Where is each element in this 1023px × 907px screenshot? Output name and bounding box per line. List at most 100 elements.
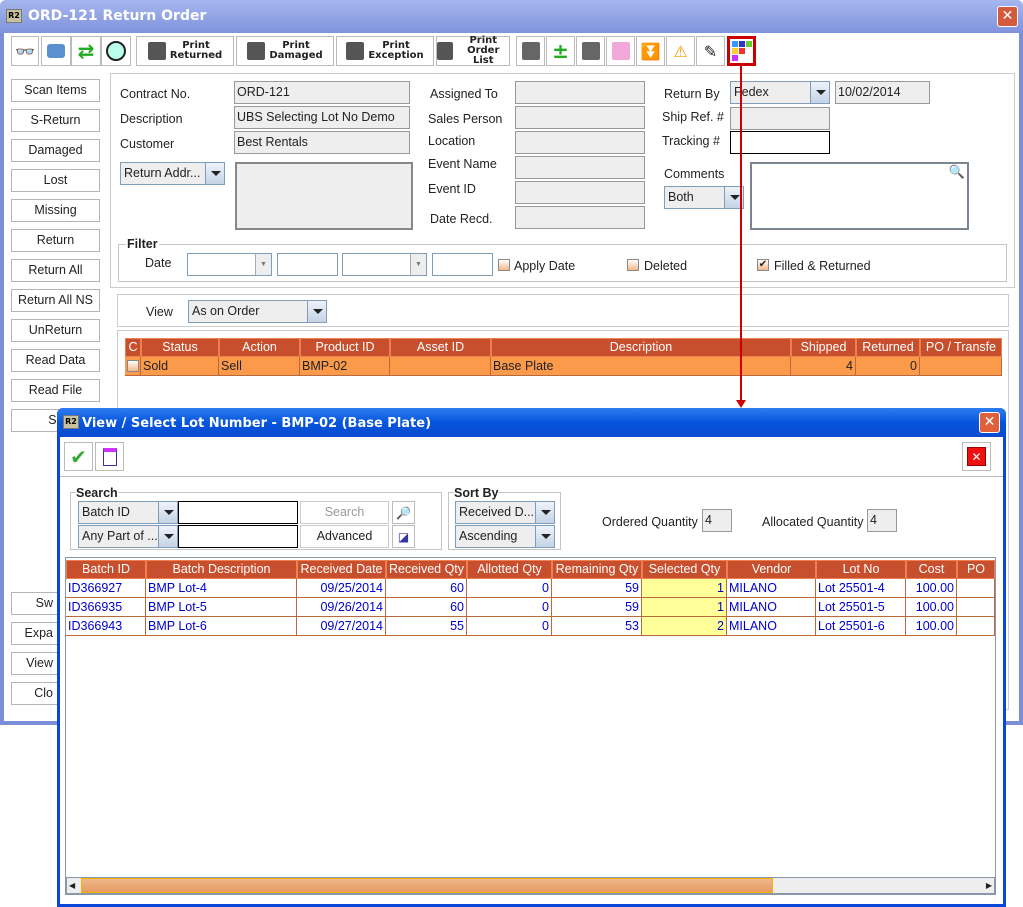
table-cell: Lot 25501-6 bbox=[816, 617, 906, 636]
tracking-input[interactable] bbox=[730, 131, 830, 154]
print-returned-button[interactable]: Print Returned bbox=[136, 36, 234, 66]
column-header[interactable]: PO / Transfe bbox=[920, 338, 1002, 357]
add-remove-icon[interactable]: ± bbox=[546, 36, 575, 66]
view-dropdown[interactable]: As on Order bbox=[188, 300, 327, 323]
sort-order-dropdown[interactable]: Ascending bbox=[455, 525, 555, 548]
view-document-button[interactable] bbox=[95, 442, 124, 471]
column-header[interactable]: Vendor bbox=[727, 560, 816, 579]
return-address-dropdown[interactable]: Return Addr... bbox=[120, 162, 225, 185]
deleted-checkbox[interactable] bbox=[627, 259, 639, 271]
left-button-return[interactable]: Return bbox=[11, 229, 100, 252]
chevron-down-icon[interactable] bbox=[810, 82, 829, 103]
zoom-icon[interactable] bbox=[101, 36, 131, 66]
chevron-down-icon[interactable] bbox=[724, 187, 743, 208]
date-to-picker[interactable]: ▼ bbox=[342, 253, 427, 276]
left-button-missing[interactable]: Missing bbox=[11, 199, 100, 222]
scroll-right-arrow[interactable]: ▶ bbox=[985, 881, 992, 890]
date-to-time[interactable] bbox=[432, 253, 493, 276]
window-title: ORD-121 Return Order bbox=[28, 8, 207, 24]
print-order-list-button[interactable]: Print Order List bbox=[436, 36, 510, 66]
toolbox-icon[interactable] bbox=[576, 36, 605, 66]
column-header[interactable]: Cost bbox=[906, 560, 957, 579]
return-date-field[interactable]: 10/02/2014 bbox=[835, 81, 930, 104]
left-button-read-file[interactable]: Read File bbox=[11, 379, 100, 402]
chevron-down-icon[interactable] bbox=[307, 301, 326, 322]
comments-textarea[interactable]: 🔍 bbox=[750, 162, 969, 230]
chevron-down-icon[interactable] bbox=[535, 526, 554, 547]
column-header[interactable]: Lot No bbox=[816, 560, 906, 579]
binoculars-icon[interactable]: 👓 bbox=[11, 36, 39, 66]
filter-icon[interactable]: ⏬ bbox=[636, 36, 665, 66]
column-header[interactable]: Remaining Qty bbox=[552, 560, 642, 579]
return-by-dropdown[interactable]: Fedex bbox=[730, 81, 830, 104]
date-from-time[interactable] bbox=[277, 253, 338, 276]
column-header[interactable]: Status bbox=[141, 338, 219, 357]
column-header[interactable]: Description bbox=[491, 338, 791, 357]
printer-icon[interactable] bbox=[41, 36, 71, 66]
advanced-search-icon[interactable]: ◪ bbox=[392, 525, 415, 548]
refresh-icon[interactable]: ⇄ bbox=[71, 36, 101, 66]
date-from-picker[interactable]: ▼ bbox=[187, 253, 272, 276]
return-address-box[interactable] bbox=[235, 162, 413, 230]
scrollbar-thumb[interactable] bbox=[81, 878, 774, 893]
column-header[interactable]: C bbox=[125, 338, 141, 357]
scroll-left-arrow[interactable]: ◀ bbox=[69, 881, 76, 890]
close-window-button[interactable]: ✕ bbox=[997, 6, 1018, 27]
column-header[interactable]: Asset ID bbox=[390, 338, 491, 357]
column-header[interactable]: Received Qty bbox=[386, 560, 467, 579]
printer-icon bbox=[346, 42, 365, 60]
select-grid-icon[interactable] bbox=[727, 36, 756, 66]
left-button-unreturn[interactable]: UnReturn bbox=[11, 319, 100, 342]
chevron-down-icon[interactable] bbox=[158, 526, 177, 547]
schedule-icon[interactable] bbox=[606, 36, 635, 66]
advanced-button[interactable]: Advanced bbox=[300, 525, 389, 548]
selected-qty-input[interactable]: 1 bbox=[642, 598, 727, 617]
left-button-s-return[interactable]: S-Return bbox=[11, 109, 100, 132]
left-button-return-all[interactable]: Return All bbox=[11, 259, 100, 282]
selected-qty-input[interactable]: 2 bbox=[642, 617, 727, 636]
search-input-2[interactable] bbox=[178, 525, 298, 548]
find-icon[interactable]: 🔎 bbox=[392, 501, 415, 524]
column-header[interactable]: Received Date bbox=[297, 560, 386, 579]
horizontal-scrollbar[interactable]: ◀ ▶ bbox=[66, 877, 995, 894]
ship-ref-field[interactable] bbox=[730, 107, 830, 130]
column-header[interactable]: Batch ID bbox=[66, 560, 146, 579]
column-header[interactable]: Selected Qty bbox=[642, 560, 727, 579]
print-damaged-button[interactable]: Print Damaged bbox=[236, 36, 334, 66]
comments-filter-dropdown[interactable]: Both bbox=[664, 186, 744, 209]
edit-notes-icon[interactable]: ✎ bbox=[696, 36, 725, 66]
search-field-dropdown[interactable]: Batch ID bbox=[78, 501, 178, 524]
search-input[interactable] bbox=[178, 501, 298, 524]
row-checkbox[interactable] bbox=[125, 357, 141, 376]
close-dialog-button[interactable]: ✕ bbox=[979, 412, 1000, 433]
left-button-scan-items[interactable]: Scan Items bbox=[11, 79, 100, 102]
column-header[interactable]: Allotted Qty bbox=[467, 560, 552, 579]
cancel-button[interactable]: ✕ bbox=[962, 442, 991, 471]
warning-icon[interactable]: ⚠ bbox=[666, 36, 695, 66]
column-header[interactable]: Batch Description bbox=[146, 560, 297, 579]
left-button-return-all-ns[interactable]: Return All NS bbox=[11, 289, 100, 312]
column-header[interactable]: PO bbox=[957, 560, 995, 579]
search-icon[interactable]: 🔍 bbox=[948, 164, 965, 179]
column-header[interactable]: Action bbox=[219, 338, 300, 357]
column-header[interactable]: Returned bbox=[856, 338, 920, 357]
tracking-label: Tracking # bbox=[662, 134, 720, 148]
checkbox[interactable] bbox=[127, 360, 139, 372]
chevron-down-icon[interactable] bbox=[158, 502, 177, 523]
column-header[interactable]: Product ID bbox=[300, 338, 390, 357]
chevron-down-icon[interactable] bbox=[535, 502, 554, 523]
sort-field-dropdown[interactable]: Received D... bbox=[455, 501, 555, 524]
print-exception-button[interactable]: Print Exception bbox=[336, 36, 434, 66]
left-button-lost[interactable]: Lost bbox=[11, 169, 100, 192]
selected-qty-input[interactable]: 1 bbox=[642, 579, 727, 598]
search-match-dropdown[interactable]: Any Part of ... bbox=[78, 525, 178, 548]
left-button-damaged[interactable]: Damaged bbox=[11, 139, 100, 162]
chevron-down-icon[interactable] bbox=[205, 163, 224, 184]
confirm-check-button[interactable]: ✔ bbox=[64, 442, 93, 471]
apply-date-checkbox[interactable] bbox=[498, 259, 510, 271]
column-header[interactable]: Shipped bbox=[791, 338, 856, 357]
search-button[interactable]: Search bbox=[300, 501, 389, 524]
left-button-read-data[interactable]: Read Data bbox=[11, 349, 100, 372]
filled-returned-checkbox[interactable]: ✔ bbox=[757, 259, 769, 271]
toolbox-icon[interactable] bbox=[516, 36, 545, 66]
